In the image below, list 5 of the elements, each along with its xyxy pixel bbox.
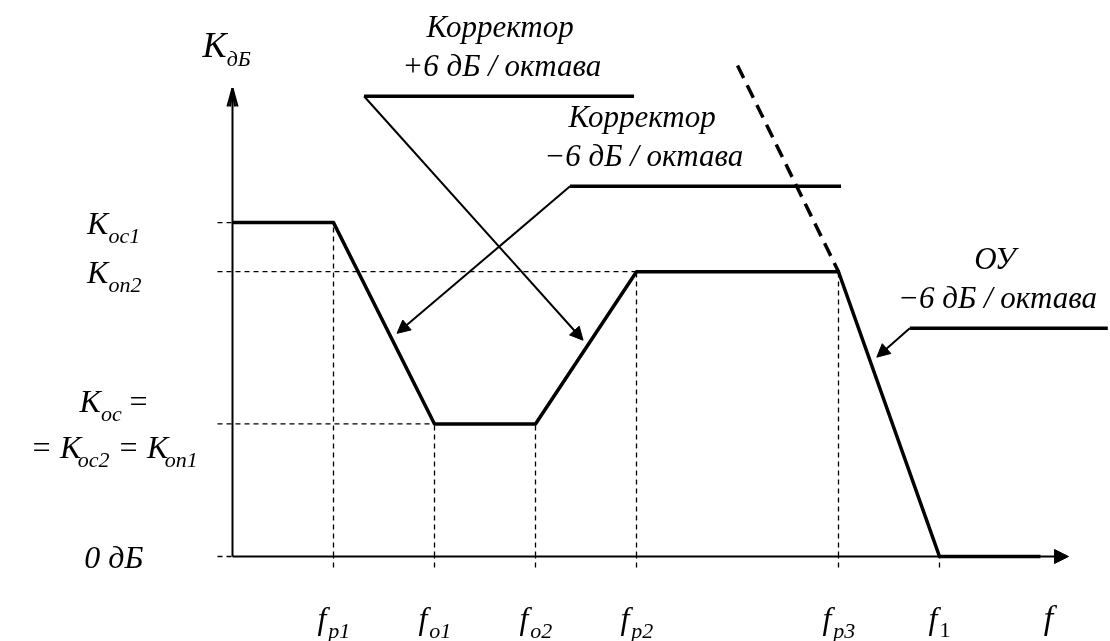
x-axis-title: f	[1043, 599, 1058, 636]
text: 0 дБ	[84, 538, 144, 575]
annotation: ОУ −6 дБ / октава	[898, 240, 1097, 315]
annotation: Корректор −6 дБ / октава	[544, 98, 744, 173]
annotation: Корректор +6 дБ / октава	[402, 8, 602, 83]
